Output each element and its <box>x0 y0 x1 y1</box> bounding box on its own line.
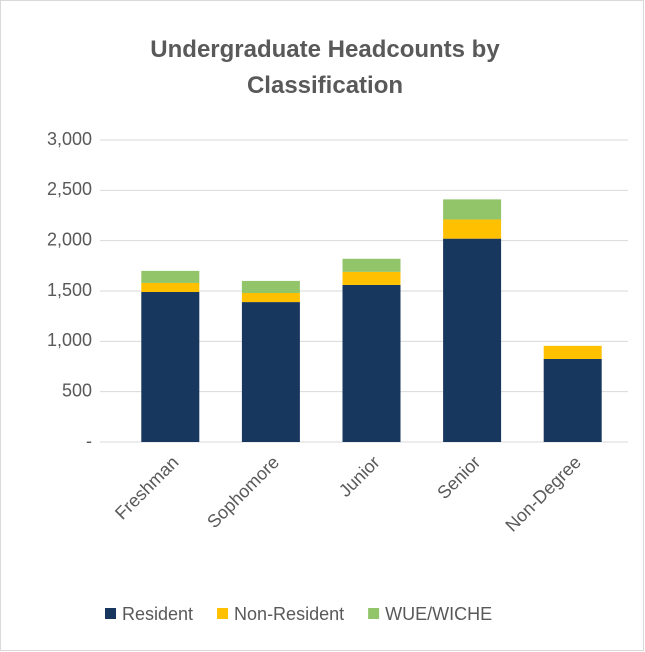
y-tick-label: 1,000 <box>47 330 92 350</box>
x-tick-label: Non-Degree <box>501 452 584 535</box>
bar-segment <box>443 238 502 442</box>
bar-segment <box>141 270 200 283</box>
x-tick-label: Sophomore <box>203 452 283 532</box>
bar-segment <box>141 292 200 442</box>
bar-segment <box>342 284 401 442</box>
legend-label: Resident <box>122 604 193 624</box>
bar-segment <box>342 258 401 272</box>
bar-segment <box>141 282 200 293</box>
chart-title: Undergraduate Headcounts by Classificati… <box>150 36 500 99</box>
legend-swatch <box>368 608 380 619</box>
x-tick-label: Senior <box>433 452 484 503</box>
bar-segment <box>543 358 602 442</box>
y-tick-label: 1,500 <box>47 280 92 300</box>
bar-segment <box>443 199 502 220</box>
bar-segment <box>443 219 502 239</box>
y-tick-label: 500 <box>62 380 92 400</box>
legend-label: WUE/WICHE <box>385 604 492 624</box>
x-tick-label: Junior <box>335 452 384 501</box>
bar-segment <box>543 345 602 359</box>
legend-swatch <box>217 608 229 619</box>
x-tick-label: Freshman <box>111 452 182 523</box>
bar-segment <box>241 293 300 303</box>
bar-segment <box>241 280 300 294</box>
y-tick-label: - <box>86 431 92 451</box>
bar-segment <box>241 302 300 442</box>
y-tick-label: 3,000 <box>47 129 92 149</box>
y-tick-label: 2,000 <box>47 229 92 249</box>
legend-label: Non-Resident <box>234 604 344 624</box>
y-tick-label: 2,500 <box>47 179 92 199</box>
legend-swatch <box>105 608 116 619</box>
bar-segment <box>342 271 401 285</box>
